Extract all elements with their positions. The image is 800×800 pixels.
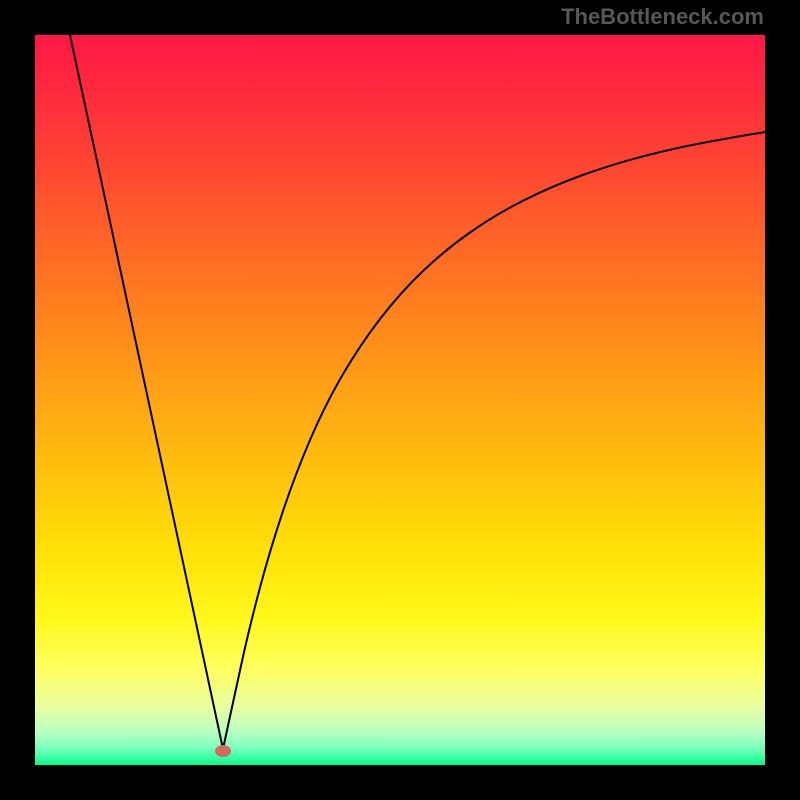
bottleneck-curve bbox=[35, 35, 765, 765]
plot-area bbox=[35, 35, 765, 765]
watermark-text: TheBottleneck.com bbox=[561, 4, 764, 30]
minimum-point-marker bbox=[215, 745, 231, 757]
chart-frame: TheBottleneck.com bbox=[0, 0, 800, 800]
